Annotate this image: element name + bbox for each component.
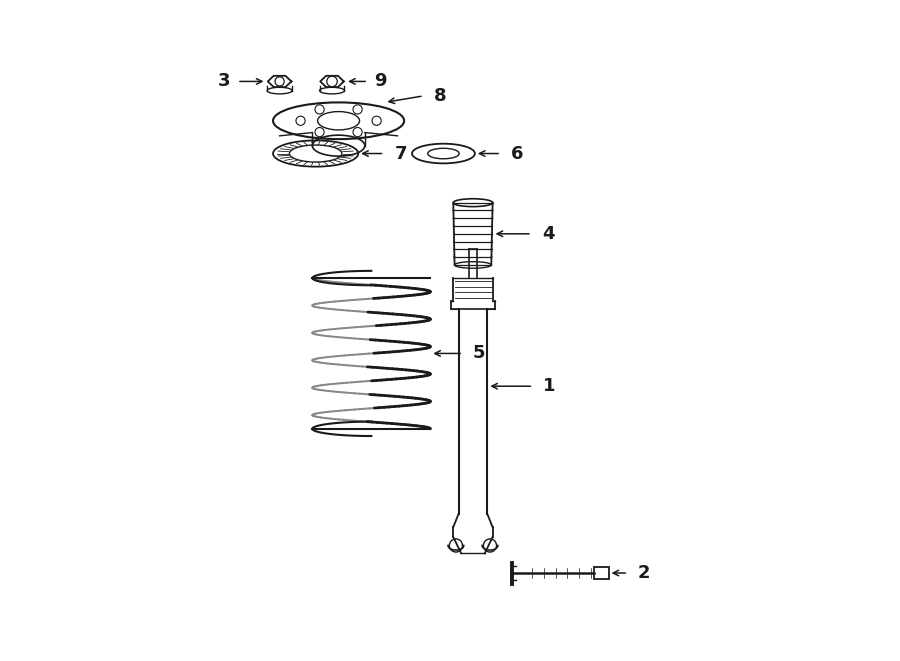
- Text: 8: 8: [434, 87, 446, 105]
- Text: 3: 3: [218, 73, 230, 91]
- Text: 5: 5: [472, 344, 485, 362]
- Text: 6: 6: [511, 145, 524, 163]
- Text: 1: 1: [543, 377, 555, 395]
- Text: 4: 4: [542, 225, 554, 243]
- Text: 7: 7: [394, 145, 407, 163]
- Text: 2: 2: [638, 564, 651, 582]
- Text: 9: 9: [374, 73, 387, 91]
